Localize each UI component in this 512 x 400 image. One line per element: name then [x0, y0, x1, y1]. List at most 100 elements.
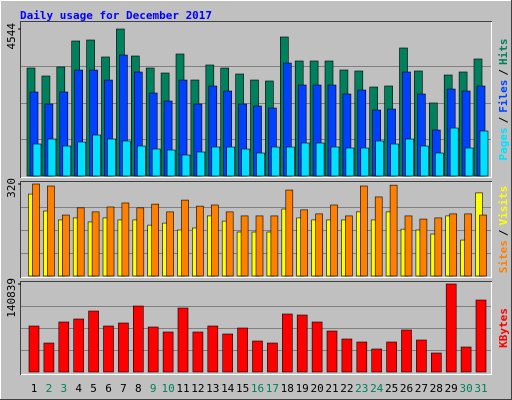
- bar: [479, 214, 487, 277]
- legend: Pages / Files / Hits: [497, 39, 510, 161]
- bar: [137, 145, 146, 177]
- x-tick-label: 26: [400, 382, 413, 395]
- legend-entry: Visits: [497, 186, 510, 226]
- bar: [326, 330, 338, 373]
- bar: [62, 145, 72, 177]
- bar: [222, 333, 233, 373]
- y-tick-label: 140839: [5, 278, 18, 318]
- bar: [281, 313, 293, 373]
- x-tick-label: 31: [474, 382, 487, 395]
- bar: [92, 134, 101, 177]
- bar: [196, 151, 206, 177]
- legend-separator: /: [497, 69, 510, 76]
- x-tick-label: 4: [75, 382, 82, 395]
- bar: [419, 218, 428, 277]
- bar: [106, 206, 115, 277]
- x-tick-label: 12: [191, 382, 204, 395]
- x-tick-label: 27: [415, 382, 428, 395]
- bar: [449, 127, 459, 177]
- bar: [147, 326, 159, 373]
- bar: [460, 346, 472, 373]
- legend: Sites / Visits: [497, 186, 510, 274]
- bar: [405, 138, 414, 177]
- bar: [296, 314, 308, 373]
- x-tick-label: 5: [90, 382, 97, 395]
- bar: [103, 325, 114, 373]
- bar: [445, 283, 457, 373]
- bar: [416, 339, 427, 373]
- bar: [162, 331, 174, 373]
- bar: [356, 341, 368, 373]
- bar: [345, 215, 353, 277]
- bar: [285, 146, 295, 177]
- bar: [32, 143, 42, 177]
- bar: [271, 146, 280, 177]
- bar: [133, 305, 144, 373]
- x-tick-label: 13: [206, 382, 219, 395]
- bar: [91, 211, 100, 277]
- bar: [166, 211, 174, 277]
- bar: [374, 196, 383, 277]
- bar: [192, 331, 204, 373]
- bar: [449, 213, 458, 277]
- x-tick-label: 2: [46, 382, 53, 395]
- bar: [315, 213, 323, 277]
- bar: [285, 189, 294, 277]
- bar: [73, 318, 84, 373]
- bar: [371, 348, 383, 373]
- bar: [122, 140, 131, 177]
- x-tick-label: 16: [251, 382, 264, 395]
- bar: [434, 152, 444, 177]
- bar: [136, 207, 145, 277]
- x-tick-label: 15: [236, 382, 249, 395]
- bar: [207, 325, 219, 373]
- bar: [386, 341, 397, 373]
- panel-bevel: [21, 22, 492, 178]
- x-tick-label: 7: [120, 382, 127, 395]
- bar: [76, 207, 85, 277]
- bar: [420, 145, 429, 177]
- x-tick-label: 18: [281, 382, 294, 395]
- bar: [151, 203, 159, 277]
- x-tick-label: 25: [385, 382, 398, 395]
- bar: [47, 185, 55, 277]
- x-tick-label: 1: [31, 382, 38, 395]
- bar: [43, 342, 55, 373]
- bar: [211, 146, 221, 177]
- bar: [430, 352, 442, 373]
- bar: [404, 215, 413, 277]
- x-tick-label: 28: [430, 382, 443, 395]
- bar: [401, 329, 412, 373]
- panel-bevel: [20, 281, 492, 375]
- bar: [360, 147, 370, 177]
- bar: [226, 146, 235, 177]
- bar: [311, 321, 323, 373]
- x-tick-label: 14: [221, 382, 235, 395]
- x-tick-label: 3: [60, 382, 67, 395]
- bar: [330, 204, 338, 277]
- legend-separator: /: [497, 116, 510, 123]
- bar: [359, 185, 368, 277]
- bar: [255, 215, 264, 277]
- bar: [434, 217, 443, 277]
- bar: [77, 141, 86, 177]
- bar: [345, 147, 355, 177]
- bar: [181, 199, 189, 277]
- bar: [121, 202, 130, 277]
- x-tick-label: 11: [176, 382, 189, 395]
- bar: [61, 214, 70, 277]
- bar: [166, 149, 176, 177]
- bar: [177, 307, 189, 373]
- bar: [28, 325, 40, 373]
- legend-entry: Sites: [497, 240, 510, 273]
- bar: [88, 310, 99, 373]
- bar: [225, 211, 234, 277]
- x-tick-label: 20: [310, 382, 323, 395]
- bar: [315, 142, 325, 177]
- chart-title: Daily usage for December 2017: [20, 9, 212, 22]
- bar: [300, 142, 310, 177]
- bar: [389, 184, 398, 277]
- bar: [479, 130, 489, 177]
- y-tick-label: 4544: [5, 23, 18, 50]
